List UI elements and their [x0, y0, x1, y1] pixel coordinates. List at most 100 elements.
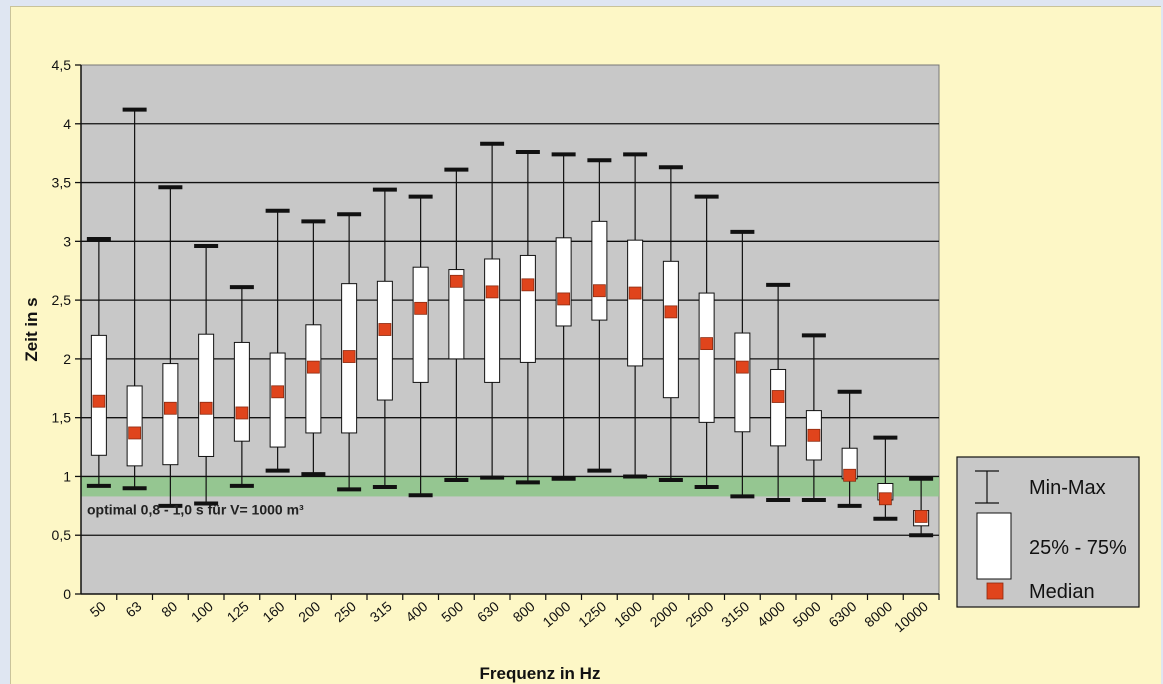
- x-tick-label: 63: [122, 598, 144, 620]
- iqr-box: [662, 260, 679, 399]
- median-marker: [414, 301, 428, 315]
- box-315: [372, 187, 397, 490]
- median-marker: [485, 285, 499, 299]
- x-tick-label: 1000: [539, 598, 573, 630]
- box-500: [444, 167, 469, 482]
- box-200: [301, 219, 326, 477]
- x-tick-label: 2500: [682, 598, 716, 630]
- y-tick-label: 1,5: [52, 410, 72, 426]
- x-tick-label: 800: [510, 598, 538, 625]
- plot-area: [80, 64, 940, 595]
- box-3150: [730, 229, 755, 499]
- iqr-box: [555, 237, 572, 327]
- y-tick-label: 0: [63, 586, 71, 602]
- median-marker: [128, 426, 142, 440]
- x-tick-label: 1250: [575, 598, 609, 630]
- optimal-band: [81, 476, 939, 497]
- iqr-box: [126, 385, 143, 467]
- iqr-box: [627, 239, 644, 367]
- x-tick-label: 3150: [718, 598, 752, 630]
- y-tick-label: 3,5: [52, 175, 72, 191]
- legend-item-median: Median: [986, 581, 1095, 603]
- median-marker: [199, 401, 213, 415]
- median-marker: [628, 286, 642, 300]
- box-1600: [623, 152, 648, 479]
- x-tick-label: 5000: [790, 598, 824, 630]
- box-plot-chart: 0 0,5 1 1,5 2 2,5 3 3,5 4 4,5 50 63 80 100 125 160 200 25…: [22, 57, 1140, 683]
- median-marker: [700, 337, 714, 351]
- chart-frame: 0 0,5 1 1,5 2 2,5 3 3,5 4 4,5 50 63 80 100 125 160 200 25…: [10, 6, 1161, 684]
- x-tick-label: 630: [474, 598, 502, 625]
- x-tick-label: 100: [188, 598, 216, 625]
- legend-label: Min-Max: [1029, 477, 1106, 499]
- y-tick-label: 3: [63, 233, 71, 249]
- y-tick-label: 4: [63, 116, 71, 132]
- iqr-box: [448, 269, 465, 360]
- box-800: [515, 149, 540, 485]
- box-8000: [873, 435, 898, 521]
- iqr-box: [591, 220, 608, 321]
- box-630: [480, 141, 505, 480]
- x-tick-label: 400: [402, 598, 430, 625]
- x-tick-label: 200: [295, 598, 323, 625]
- y-tick-label: 2,5: [52, 292, 72, 308]
- box-2000: [658, 165, 683, 482]
- x-tick-label: 1600: [611, 598, 645, 630]
- iqr-box: [198, 333, 215, 457]
- x-tick-label: 10000: [891, 598, 931, 635]
- median-marker: [378, 323, 392, 336]
- box-4000: [766, 282, 791, 502]
- box-10000: [909, 476, 934, 538]
- legend-label: 25% - 75%: [1029, 537, 1127, 559]
- y-tick-label: 0,5: [52, 527, 72, 543]
- iqr-box: [412, 266, 429, 383]
- x-tick-label: 160: [259, 598, 287, 625]
- x-tick-label: 80: [158, 598, 180, 620]
- optimal-range-label: optimal 0,8 - 1,0 s für V= 1000 m³: [87, 501, 304, 517]
- median-marker: [271, 385, 285, 399]
- median-marker: [592, 284, 606, 298]
- legend-item-iqr: 25% - 75%: [976, 512, 1127, 580]
- median-marker: [92, 394, 106, 408]
- y-tick-label: 4,5: [52, 57, 72, 73]
- median-marker: [735, 360, 749, 374]
- x-tick-label: 8000: [861, 598, 895, 630]
- iqr-box: [484, 258, 501, 383]
- box-1000: [551, 152, 576, 481]
- median-marker: [771, 390, 785, 403]
- box-1250: [587, 158, 612, 473]
- x-tick-label: 315: [367, 598, 395, 625]
- x-tick-label: 125: [224, 598, 252, 625]
- median-marker: [878, 492, 892, 506]
- x-tick-label: 50: [87, 598, 109, 620]
- legend-box-icon: [976, 512, 1012, 580]
- median-marker: [914, 510, 928, 523]
- median-marker: [306, 360, 320, 374]
- median-marker: [843, 468, 857, 482]
- median-marker: [557, 292, 571, 306]
- legend-label: Median: [1029, 581, 1095, 603]
- iqr-box: [519, 254, 536, 363]
- x-axis-title: Frequenz in Hz: [480, 664, 601, 683]
- iqr-box: [305, 324, 322, 434]
- median-marker: [521, 278, 535, 292]
- iqr-box: [698, 292, 715, 423]
- median-marker: [235, 406, 249, 420]
- box-63: [122, 107, 147, 491]
- median-marker: [449, 274, 463, 288]
- box-50: [86, 236, 111, 488]
- iqr-box: [269, 352, 286, 448]
- legend: Min-Max 25% - 75% Median: [956, 456, 1140, 608]
- iqr-box: [770, 368, 787, 447]
- box-125: [229, 285, 254, 488]
- y-tick-label: 2: [63, 351, 71, 367]
- iqr-box: [376, 280, 393, 401]
- median-marker: [664, 305, 678, 319]
- x-tick-label: 4000: [754, 598, 788, 630]
- box-160: [265, 208, 290, 473]
- y-axis-title: Zeit in s: [22, 297, 41, 361]
- legend-item-min-max: Min-Max: [975, 470, 1106, 504]
- median-marker: [163, 401, 177, 415]
- x-tick-label: 6300: [825, 598, 859, 630]
- box-6300: [837, 389, 862, 508]
